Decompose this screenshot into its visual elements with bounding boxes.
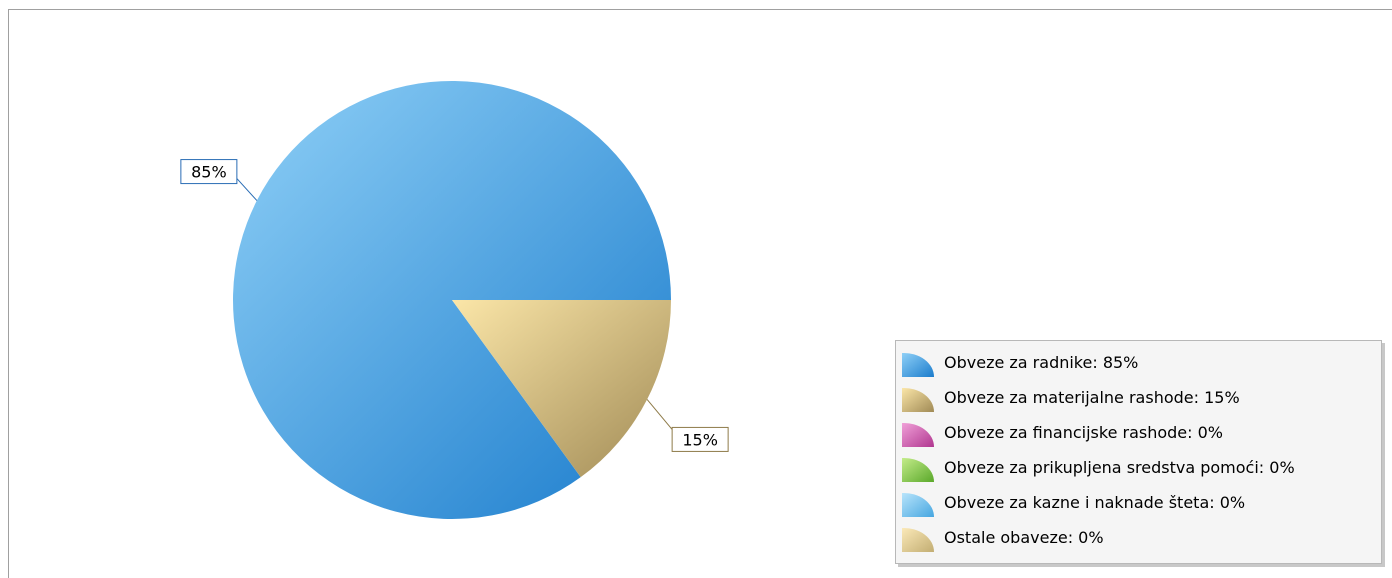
legend-item-5[interactable]: Obveze za kazne i naknade šteta: 0% <box>896 485 1381 520</box>
legend-item-1[interactable]: Obveze za radnike: 85% <box>896 345 1381 380</box>
pie-data-labels: 85% 15% <box>180 159 729 452</box>
legend-item-6[interactable]: Ostale obaveze: 0% <box>896 520 1381 555</box>
legend-label: Ostale obaveze: 0% <box>944 528 1104 547</box>
leader-line-1 <box>236 178 258 201</box>
frame-left-border <box>8 9 9 578</box>
chart-legend: Obveze za radnike: 85% Obveze za materija… <box>895 340 1382 564</box>
legend-label: Obveze za prikupljena sredstva pomoći: 0… <box>944 458 1295 477</box>
data-label-box-1 <box>180 159 238 185</box>
legend-swatch-3 <box>902 422 934 447</box>
legend-item-3[interactable]: Obveze za financijske rashode: 0% <box>896 415 1381 450</box>
legend-label: Obveze za materijalne rashode: 15% <box>944 388 1240 407</box>
legend-swatch-2 <box>902 387 934 412</box>
legend-swatch-1 <box>902 352 934 377</box>
legend-swatch-6 <box>902 527 934 552</box>
pie-slices <box>232 80 671 519</box>
data-label-1: 85% <box>191 163 227 182</box>
leader-line-2 <box>646 399 673 430</box>
legend-swatch-5 <box>902 492 934 517</box>
legend-swatch-4 <box>902 457 934 482</box>
pie-slice-2[interactable] <box>452 300 671 478</box>
frame-top-border <box>8 9 1392 10</box>
data-label-2: 15% <box>682 430 718 449</box>
legend-label: Obveze za financijske rashode: 0% <box>944 423 1223 442</box>
legend-item-2[interactable]: Obveze za materijalne rashode: 15% <box>896 380 1381 415</box>
pie-slice-1[interactable] <box>232 80 671 519</box>
legend-item-4[interactable]: Obveze za prikupljena sredstva pomoći: 0… <box>896 450 1381 485</box>
data-label-box-2 <box>671 426 729 452</box>
legend-items: Obveze za radnike: 85% Obveze za materija… <box>896 345 1381 555</box>
legend-label: Obveze za radnike: 85% <box>944 353 1139 372</box>
legend-label: Obveze za kazne i naknade šteta: 0% <box>944 493 1246 512</box>
